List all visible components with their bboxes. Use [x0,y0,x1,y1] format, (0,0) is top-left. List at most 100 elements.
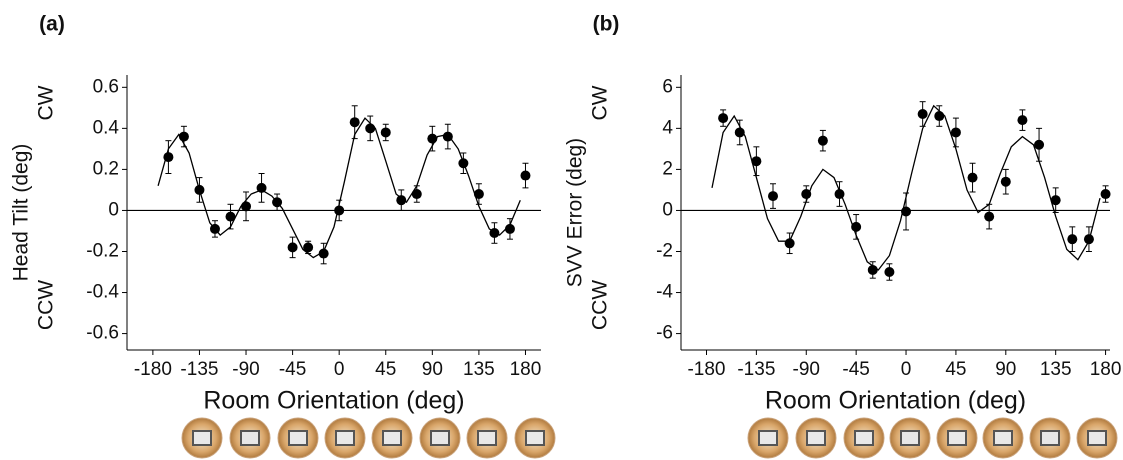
x-tick-label: 180 [510,359,542,380]
data-point [1034,139,1045,150]
fit-curve [711,104,1101,271]
room-photo-box [900,430,920,446]
data-point [349,117,360,128]
data-point [241,201,252,212]
data-point [396,195,407,206]
x-tick-label: 135 [1040,359,1072,380]
data-point [834,189,845,200]
data-point [734,127,745,138]
data-point [768,191,779,202]
data-point [751,156,762,167]
y-tick-label: -0.2 [86,241,119,262]
data-point [489,228,500,239]
data-point [1050,195,1061,206]
data-point [380,127,391,138]
y-tick-label: -2 [656,241,673,262]
y-tick-label: 0.2 [93,158,119,179]
data-point [1100,189,1111,200]
room-photo-box [477,430,497,446]
y-tick-label: 0 [662,199,673,220]
y-tick-label: 2 [662,158,673,179]
y-direction-note: CCW [35,280,58,330]
y-direction-note: CW [35,85,58,120]
x-axis-title: Room Orientation (deg) [765,387,1026,415]
data-point [458,158,469,169]
data-point [984,211,995,222]
x-tick-label: 45 [945,359,966,380]
x-tick-label: -135 [737,359,775,380]
x-axis-title: Room Orientation (deg) [203,387,464,415]
room-photo-box [854,430,874,446]
room-photo-box [758,430,778,446]
y-tick-label: 0.4 [93,117,120,138]
y-tick-label: 6 [662,76,673,97]
data-point [427,133,438,144]
data-point [867,264,878,275]
data-point [520,170,531,181]
x-tick-label: 0 [334,359,345,380]
data-point [334,205,345,216]
room-photo-box [525,430,545,446]
y-tick-label: -0.4 [86,282,119,303]
x-tick-label: 135 [463,359,495,380]
x-tick-label: -135 [180,359,218,380]
data-point [784,238,795,249]
x-tick-label: -45 [842,359,869,380]
x-tick-label: -180 [134,359,172,380]
y-tick-label: 0 [108,199,119,220]
room-photo-box [430,430,450,446]
room-photo-box [1040,430,1060,446]
data-point [718,113,729,124]
data-point [272,197,283,208]
room-photo-box [806,430,826,446]
data-point [209,223,220,234]
data-point [318,248,329,259]
x-tick-label: 90 [995,359,1016,380]
data-point [256,182,267,193]
data-point [303,242,314,253]
room-photo-box [192,430,212,446]
room-photo-box [288,430,308,446]
data-point [934,111,945,122]
y-tick-label: -4 [656,282,673,303]
y-tick-label: -0.6 [86,323,119,344]
data-point [1083,234,1094,245]
data-point [1017,115,1028,126]
data-point [901,206,912,217]
data-point [950,127,961,138]
photo-strip [181,417,1118,459]
data-point [917,108,928,119]
data-point [473,189,484,200]
data-point [365,123,376,134]
data-point [801,189,812,200]
x-tick-label: -90 [793,359,820,380]
x-tick-label: 180 [1090,359,1122,380]
room-photo-box [993,430,1013,446]
panel-label: (a) [39,13,65,36]
y-tick-label: 4 [662,117,673,138]
y-tick-label: 0.6 [93,76,119,97]
room-photo-box [240,430,260,446]
y-axis-title: SVV Error (deg) [564,138,587,287]
room-photo-box [947,430,967,446]
room-photo-box [335,430,355,446]
y-axis-title: Head Tilt (deg) [10,144,33,282]
x-tick-label: -90 [232,359,259,380]
x-tick-label: -45 [279,359,306,380]
panel-label: (b) [593,13,620,36]
data-point [178,131,189,142]
data-point [1067,234,1078,245]
data-point [504,223,515,234]
y-direction-note: CCW [589,280,612,330]
data-point [817,135,828,146]
y-tick-label: -6 [656,323,673,344]
y-direction-note: CW [589,85,612,120]
data-point [411,189,422,200]
data-point [225,211,236,222]
data-point [884,267,895,278]
x-tick-label: 45 [375,359,396,380]
data-point [851,221,862,232]
data-point [194,184,205,195]
x-tick-label: 90 [422,359,443,380]
